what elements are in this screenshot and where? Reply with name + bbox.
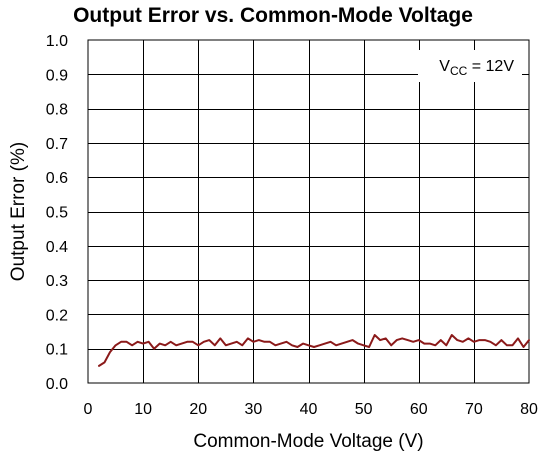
plot-frame [87, 39, 530, 384]
y-tick-label: 0.2 [46, 307, 68, 324]
vcc-annotation-suffix: = 12V [467, 58, 514, 75]
y-tick-label: 0.1 [46, 342, 68, 359]
y-axis-label: Output Error (%) [8, 142, 29, 281]
x-axis-label: Common-Mode Voltage (V) [193, 431, 423, 452]
x-tick-label: 30 [244, 401, 262, 418]
x-tick-label: 50 [355, 401, 373, 418]
y-tick-label: 0.9 [46, 67, 68, 84]
x-tick-label: 60 [410, 401, 428, 418]
x-tick-label: 70 [465, 401, 483, 418]
series-layer [98, 334, 530, 367]
y-tick-label: 0.0 [46, 376, 68, 393]
y-tick-label: 1.0 [46, 33, 68, 50]
series-line [98, 334, 530, 367]
x-tick-labels: 0 10 20 30 40 50 60 70 80 [84, 401, 538, 418]
x-tick-label: 40 [300, 401, 318, 418]
x-tick-label: 80 [520, 401, 538, 418]
y-tick-label: 0.4 [46, 239, 68, 256]
chart-title: Output Error vs. Common-Mode Voltage [73, 4, 473, 27]
x-tick-label: 20 [189, 401, 207, 418]
vcc-annotation-subscript: CC [450, 64, 468, 78]
vcc-annotation-text: VCC = 12V [439, 58, 514, 78]
x-tick-label: 10 [134, 401, 152, 418]
y-tick-label: 0.8 [46, 102, 68, 119]
vcc-annotation: VCC = 12V [418, 50, 522, 82]
grid-layer [88, 40, 529, 383]
y-tick-label: 0.5 [46, 205, 68, 222]
y-tick-labels: 0.0 0.1 0.2 0.3 0.4 0.5 0.6 0.7 0.8 0.9 1.0 [46, 33, 68, 393]
y-tick-label: 0.3 [46, 273, 68, 290]
x-tick-label: 0 [84, 401, 93, 418]
vcc-annotation-prefix: V [439, 58, 450, 75]
y-tick-label: 0.6 [46, 170, 68, 187]
vcc-annotation-background [418, 50, 522, 82]
y-tick-label: 0.7 [46, 136, 68, 153]
